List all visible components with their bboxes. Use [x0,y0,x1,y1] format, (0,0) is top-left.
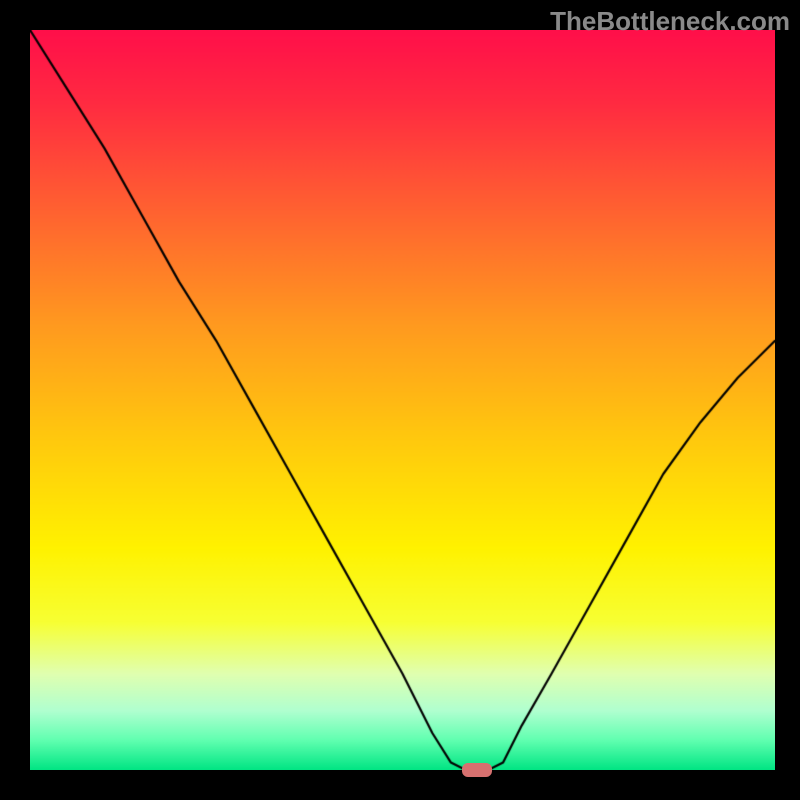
bottleneck-chart [30,30,775,770]
optimum-marker [462,763,492,777]
watermark-text: TheBottleneck.com [550,6,790,37]
chart-container: TheBottleneck.com [0,0,800,800]
